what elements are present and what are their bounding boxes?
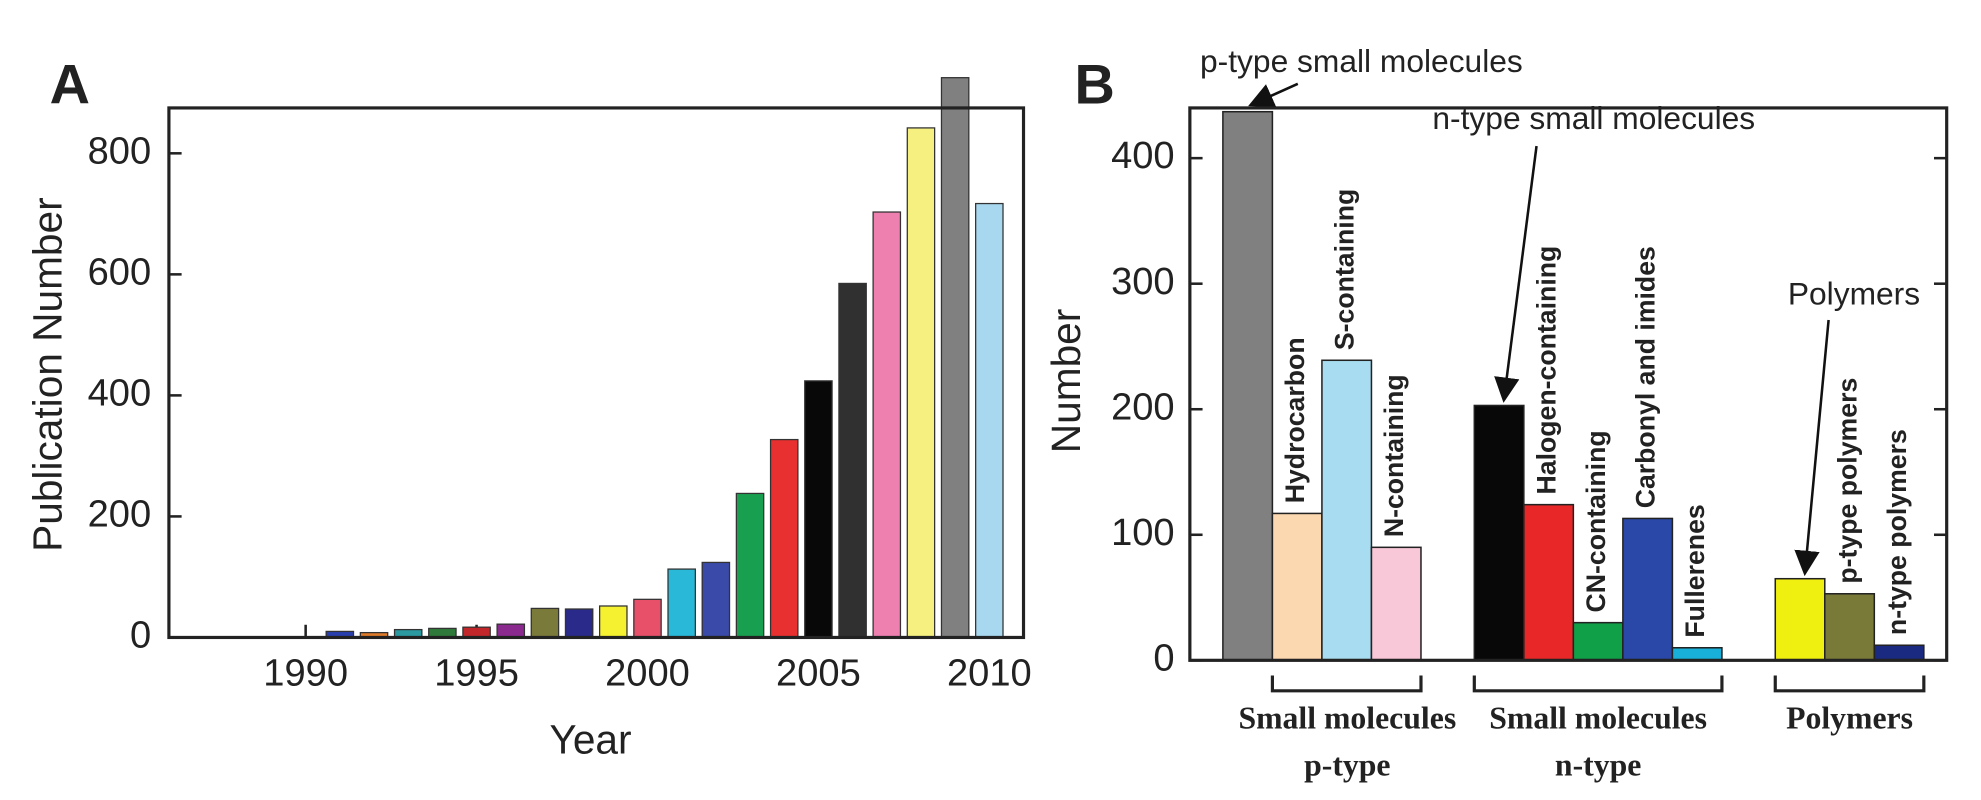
y-tick-label: 600: [88, 251, 152, 293]
bar: [804, 380, 833, 639]
x-tick-label: 1995: [434, 653, 519, 695]
arrow: [1248, 82, 1299, 108]
group-label: Polymers: [1786, 701, 1913, 736]
x-tick-label: 2000: [605, 653, 690, 695]
bar-label: p-type polymers: [1833, 378, 1863, 584]
x-tick-label: 1990: [263, 653, 348, 695]
bar: [735, 492, 765, 639]
group-bracket: [1773, 675, 1926, 693]
bar: [1321, 359, 1373, 662]
arrow: [1794, 319, 1830, 577]
y-tick-label: 0: [1153, 637, 1174, 679]
bar: [1774, 577, 1826, 662]
bar: [598, 605, 628, 639]
y-tick-label: 200: [1111, 386, 1175, 428]
bar-label: N-containing: [1379, 374, 1409, 537]
bar-label: Carbonyl and imides: [1631, 246, 1661, 508]
bar: [496, 623, 526, 639]
panel-label: B: [1074, 53, 1114, 116]
bar-label: Fullerenes: [1680, 504, 1710, 637]
y-tick-label: 0: [130, 615, 151, 657]
bar: [1671, 647, 1723, 662]
bar-label: Halogen-containing: [1532, 246, 1562, 495]
y-tick-label: 100: [1111, 512, 1175, 554]
annotation: Polymers: [1788, 275, 1920, 311]
bar: [1271, 512, 1323, 662]
y-tick-label: 400: [1111, 135, 1175, 177]
x-axis-title: Year: [549, 717, 631, 763]
annotation: p-type small molecules: [1200, 43, 1523, 79]
bar: [1873, 644, 1925, 662]
bar: [1523, 503, 1575, 662]
bar: [1824, 593, 1876, 662]
group-sublabel: p-type: [1304, 748, 1390, 783]
plot-frame: [167, 106, 1026, 640]
group-bracket: [1270, 675, 1423, 693]
bar: [1222, 110, 1274, 662]
arrow: [1494, 145, 1538, 403]
bar: [701, 561, 731, 639]
bar: [838, 282, 867, 639]
group-sublabel: n-type: [1555, 748, 1641, 783]
annotation: n-type small molecules: [1432, 100, 1755, 136]
y-axis-title: Publication Number: [25, 197, 71, 552]
bar: [1473, 404, 1525, 662]
y-axis-title: Number: [1043, 309, 1089, 454]
x-tick-label: 2005: [776, 653, 861, 695]
x-tick-label: 2010: [947, 653, 1032, 695]
group-label: Small molecules: [1238, 701, 1456, 736]
group-label: Small molecules: [1489, 701, 1707, 736]
y-tick-label: 400: [88, 372, 152, 414]
bar: [530, 607, 560, 639]
bar: [1622, 517, 1674, 662]
bar: [1370, 546, 1422, 662]
y-tick-label: 200: [88, 493, 152, 535]
bar: [667, 568, 696, 639]
bar: [906, 127, 936, 639]
bar-label: n-type polymers: [1882, 429, 1912, 635]
bar: [769, 438, 799, 639]
y-tick-label: 800: [88, 130, 152, 172]
y-tick-label: 300: [1111, 261, 1175, 303]
panel-label: A: [50, 53, 90, 116]
bar: [1572, 621, 1624, 662]
plot-frame: [1188, 106, 1949, 662]
bar-label: CN-containing: [1581, 430, 1611, 612]
bar: [872, 211, 902, 639]
bar: [940, 77, 970, 639]
group-bracket: [1472, 675, 1724, 693]
bar-label: Hydrocarbon: [1280, 337, 1310, 503]
bar: [975, 202, 1004, 639]
bar-label: S-containing: [1330, 189, 1360, 350]
bar: [564, 608, 594, 639]
bar: [633, 598, 662, 639]
